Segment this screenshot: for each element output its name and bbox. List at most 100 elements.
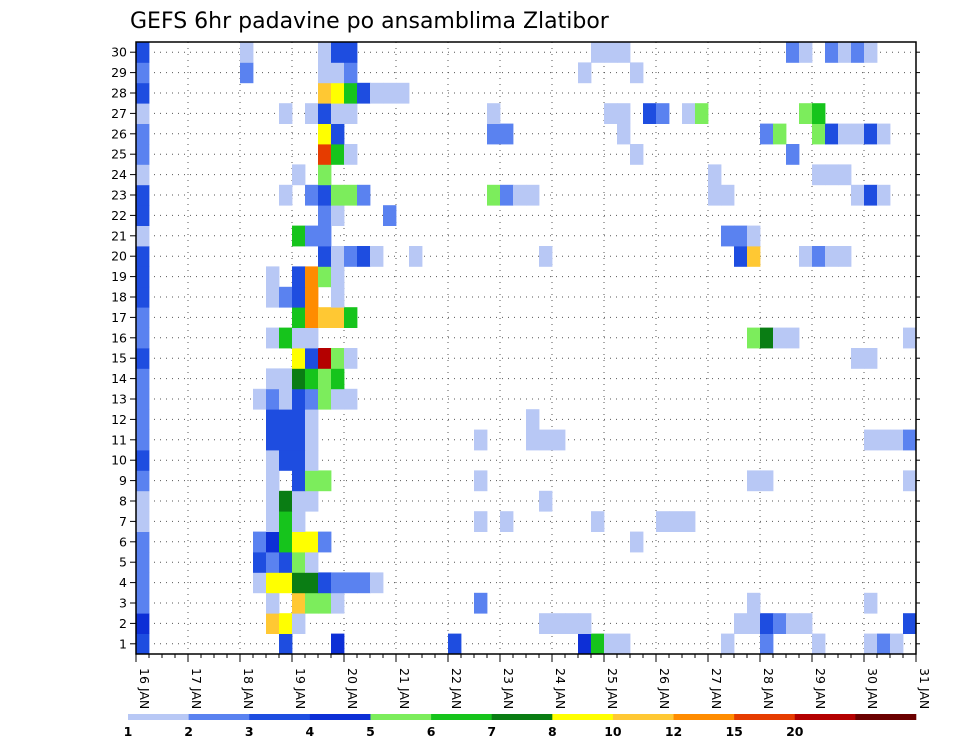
x-tick-label: 28 JAN bbox=[761, 668, 776, 709]
heatmap-cell bbox=[591, 511, 605, 532]
x-tick-label: 16 JAN bbox=[137, 668, 152, 709]
heatmap-cell bbox=[266, 388, 280, 410]
heatmap-cell bbox=[877, 429, 891, 451]
heatmap-cell bbox=[331, 184, 345, 206]
y-tick-label: 8 bbox=[119, 494, 127, 509]
heatmap-cell bbox=[240, 42, 254, 63]
heatmap-cell bbox=[292, 225, 306, 247]
colorbar-segment bbox=[370, 714, 432, 720]
heatmap-cell bbox=[318, 144, 332, 165]
heatmap-cell bbox=[318, 388, 332, 410]
heatmap-cell bbox=[136, 388, 150, 410]
heatmap-cell bbox=[279, 286, 293, 308]
heatmap-cell bbox=[903, 429, 917, 451]
heatmap-cell bbox=[292, 613, 306, 634]
heatmap-cell bbox=[903, 613, 917, 634]
heatmap-cell bbox=[474, 470, 488, 492]
y-tick-label: 1 bbox=[119, 636, 127, 651]
heatmap-cell bbox=[474, 429, 488, 451]
y-tick-label: 19 bbox=[111, 269, 127, 284]
heatmap-cell bbox=[279, 184, 293, 206]
x-tick-label: 19 JAN bbox=[293, 668, 308, 709]
x-tick-label: 26 JAN bbox=[657, 668, 672, 709]
heatmap-cell bbox=[266, 592, 280, 614]
heatmap-cell bbox=[253, 552, 267, 573]
heatmap-cell bbox=[448, 633, 462, 655]
heatmap-cell bbox=[838, 246, 852, 267]
heatmap-cell bbox=[877, 184, 891, 206]
heatmap-cell bbox=[136, 42, 150, 63]
heatmap-cell bbox=[266, 450, 280, 471]
heatmap-cell bbox=[305, 368, 319, 390]
heatmap-cell bbox=[279, 490, 293, 512]
heatmap-cell bbox=[136, 246, 150, 267]
heatmap-cell bbox=[812, 164, 826, 186]
heatmap-cell bbox=[838, 164, 852, 186]
heatmap-cell bbox=[331, 103, 345, 124]
heatmap-cell bbox=[799, 42, 813, 63]
heatmap-cell bbox=[292, 592, 306, 614]
heatmap-cell bbox=[747, 225, 761, 247]
heatmap-cell bbox=[305, 225, 319, 247]
heatmap-cell bbox=[331, 123, 345, 145]
heatmap-cell bbox=[266, 531, 280, 553]
heatmap-cell bbox=[305, 552, 319, 573]
heatmap-cell bbox=[279, 552, 293, 573]
heatmap-cell bbox=[266, 470, 280, 492]
heatmap-cell bbox=[799, 613, 813, 634]
heatmap-cell bbox=[305, 531, 319, 553]
heatmap-cell bbox=[786, 144, 800, 165]
heatmap-cell bbox=[292, 531, 306, 553]
heatmap-cell bbox=[357, 572, 371, 594]
heatmap-cell bbox=[292, 511, 306, 532]
heatmap-cell bbox=[760, 327, 774, 349]
heatmap-cell bbox=[773, 613, 787, 634]
heatmap-cell bbox=[630, 62, 644, 84]
heatmap-cell bbox=[903, 327, 917, 349]
heatmap-cell bbox=[682, 103, 696, 124]
heatmap-cell bbox=[318, 592, 332, 614]
heatmap-cell bbox=[331, 388, 345, 410]
heatmap-cell bbox=[539, 613, 553, 634]
heatmap-cell bbox=[292, 307, 306, 328]
y-tick-label: 28 bbox=[111, 86, 127, 101]
heatmap-cell bbox=[266, 613, 280, 634]
heatmap-cell bbox=[136, 409, 150, 430]
colorbar-label: 10 bbox=[604, 724, 622, 739]
heatmap-cell bbox=[708, 164, 722, 186]
heatmap-cell bbox=[318, 82, 332, 104]
heatmap-cell bbox=[747, 327, 761, 349]
heatmap-cell bbox=[604, 103, 618, 124]
heatmap-cell bbox=[136, 531, 150, 553]
y-tick-label: 4 bbox=[119, 575, 127, 590]
y-tick-label: 10 bbox=[111, 453, 127, 468]
heatmap-cell bbox=[136, 82, 150, 104]
colorbar-segment bbox=[309, 714, 371, 720]
heatmap-cell bbox=[279, 368, 293, 390]
heatmap-cell bbox=[136, 307, 150, 328]
colorbar-label: 6 bbox=[427, 724, 436, 739]
y-tick-label: 22 bbox=[111, 208, 127, 223]
heatmap-cell bbox=[747, 246, 761, 267]
heatmap-cell bbox=[500, 511, 514, 532]
heatmap-cell bbox=[331, 307, 345, 328]
heatmap-cell bbox=[318, 164, 332, 186]
colorbar: 1 2 3 4 5 6 7 8 10 12 15 20 bbox=[124, 714, 917, 739]
heatmap-cell bbox=[643, 103, 657, 124]
heatmap-cell bbox=[344, 246, 358, 267]
heatmap-cell bbox=[747, 470, 761, 492]
y-tick-label: 25 bbox=[111, 147, 127, 162]
y-tick-label: 6 bbox=[119, 534, 127, 549]
heatmap-cell bbox=[331, 62, 345, 84]
heatmap-cell bbox=[578, 633, 592, 655]
y-tick-label: 23 bbox=[111, 188, 127, 203]
y-axis: 1234567891011121314151617181920212223242… bbox=[111, 45, 920, 651]
heatmap-cell bbox=[864, 348, 878, 369]
y-tick-label: 24 bbox=[111, 167, 127, 182]
y-tick-label: 15 bbox=[111, 351, 127, 366]
heatmap-cell bbox=[539, 490, 553, 512]
heatmap-cell bbox=[136, 205, 150, 226]
heatmap-cell bbox=[786, 42, 800, 63]
heatmap-cell bbox=[292, 572, 306, 594]
heatmap-cell bbox=[136, 62, 150, 84]
